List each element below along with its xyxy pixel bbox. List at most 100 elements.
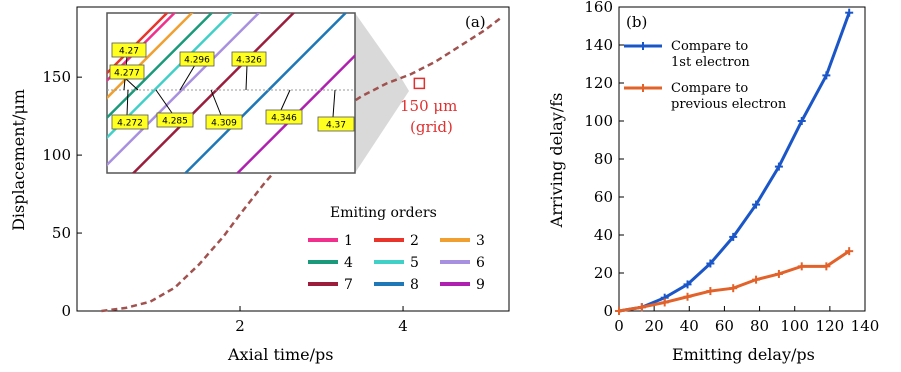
- inset-pointer: [126, 89, 129, 116]
- panel-a-frame: [76, 6, 510, 312]
- inset-labels: 4.27 4.277 4.296 4.326 4.272 4.285 4.309 4.346 4…: [109, 42, 355, 132]
- inset-value-box: [231, 51, 267, 67]
- legend-orange-line2: previous electron: [671, 97, 787, 112]
- x-tick-label: 0: [614, 317, 624, 335]
- inset-pointer: [179, 64, 196, 91]
- series-2-point: [845, 247, 854, 256]
- y-tick-label: 120: [584, 74, 613, 92]
- y-tick-label: 150: [42, 68, 71, 86]
- x-tick-label: 140: [851, 317, 880, 335]
- panel-b-legend: Compare to 1st electron Compare to previ…: [624, 39, 787, 112]
- legend-orange-line1: Compare to: [671, 81, 748, 96]
- series-1-point: [774, 162, 783, 171]
- inset-value-box: [111, 114, 149, 130]
- panel-b: (b) 0 20 40 60 80 100 120 140 0 20 40 60 80 100 120 14…: [547, 0, 879, 364]
- inset-pointer: [210, 89, 222, 116]
- legend-label-8: 8: [410, 277, 419, 293]
- series-1-point: [797, 117, 806, 125]
- series-2-point: [797, 262, 806, 271]
- y-tick-label: 80: [594, 150, 613, 168]
- inset-line-8: [183, 13, 348, 173]
- inset-value-text: 4.326: [236, 56, 262, 66]
- inset-value-text: 4.346: [271, 114, 297, 124]
- legend-label-2: 2: [410, 233, 419, 249]
- y-tick-label: 140: [584, 36, 613, 54]
- series-1-point: [683, 280, 692, 289]
- inset-value-box: [265, 109, 303, 125]
- x-tick-label: 100: [780, 317, 809, 335]
- panel-b-y-label: Arriving delay/fs: [547, 93, 566, 229]
- series-2-point: [660, 298, 669, 307]
- inset-value-text: 4.296: [184, 56, 210, 66]
- inset-lines: [107, 13, 355, 173]
- legend-label-6: 6: [476, 255, 485, 271]
- y-tick-label: 60: [594, 188, 613, 206]
- inset-value-text: 4.27: [119, 47, 139, 57]
- y-tick-label: 0: [603, 302, 613, 320]
- y-tick-label: 50: [52, 224, 71, 242]
- inset-value-box: [205, 114, 243, 130]
- y-tick-label: 100: [584, 112, 613, 130]
- legend-label-4: 4: [344, 255, 353, 271]
- x-tick-label: 20: [645, 317, 664, 335]
- x-tick-label: 60: [715, 317, 734, 335]
- inset-line-5: [107, 13, 234, 140]
- y-tick-label: 100: [42, 146, 71, 164]
- series-2-point: [615, 307, 623, 315]
- series-2-point: [729, 284, 738, 293]
- legend-label-3: 3: [476, 233, 485, 249]
- panel-b-x-ticks: 0 20 40 60 80 100 120 140: [614, 306, 879, 335]
- series-1-point: [706, 259, 715, 268]
- grid-marker-square: [413, 77, 426, 90]
- inset-line-2: [107, 13, 177, 83]
- inset-line-1: [107, 13, 169, 75]
- inset-pointer: [245, 64, 248, 91]
- inset-value-box: [179, 51, 215, 67]
- inset-value-box: [156, 112, 194, 128]
- inset-value-text: 4.309: [211, 119, 237, 129]
- panel-a-x-label: Axial time/ps: [227, 345, 333, 364]
- y-tick-label: 0: [61, 302, 71, 320]
- legend-label-5: 5: [410, 255, 419, 271]
- series-2-point: [683, 292, 692, 301]
- y-tick-label: 160: [584, 0, 613, 16]
- panel-a-label: (a): [465, 13, 486, 31]
- legend-blue-line2: 1st electron: [671, 55, 750, 70]
- inset-line-6: [107, 13, 261, 167]
- inset-pointer: [280, 89, 291, 111]
- x-tick-label: 2: [235, 317, 245, 335]
- panel-b-series: [615, 8, 854, 315]
- inset-line-4: [107, 13, 214, 120]
- inset-pointer: [332, 89, 336, 118]
- inset-pointer: [155, 89, 173, 114]
- grid-marker-label-2: (grid): [410, 118, 453, 136]
- zoom-funnel: [355, 13, 409, 173]
- legend-title: Emiting orders: [330, 205, 437, 221]
- inset-pointer: [124, 77, 139, 91]
- panel-a-y-label: Displacement/μm: [9, 89, 28, 231]
- x-tick-label: 120: [816, 317, 845, 335]
- series-1-point: [845, 8, 854, 17]
- inset-zoom: 4.27 4.277 4.296 4.326 4.272 4.285 4.309 4.346 4…: [106, 12, 356, 174]
- inset-line-7: [131, 13, 296, 173]
- series-2-point: [637, 303, 646, 312]
- legend-label-1: 1: [344, 233, 353, 249]
- y-tick-label: 20: [594, 264, 613, 282]
- inset-line-3: [107, 13, 194, 100]
- x-tick-label: 40: [680, 317, 699, 335]
- legend-label-9: 9: [476, 277, 485, 293]
- panel-b-label: (b): [626, 13, 647, 31]
- grid-marker-label-1: 150 μm: [400, 97, 457, 115]
- series-2-point: [752, 275, 761, 284]
- series-1-point: [752, 200, 761, 209]
- panel-b-x-label: Emitting delay/ps: [672, 345, 815, 364]
- series-1-point: [822, 71, 831, 80]
- inset-value-text: 4.37: [326, 121, 346, 131]
- series-2-point: [706, 287, 715, 296]
- inset-value-box: [317, 116, 355, 132]
- inset-value-box: [111, 42, 147, 58]
- inset-value-text: 4.272: [117, 119, 143, 129]
